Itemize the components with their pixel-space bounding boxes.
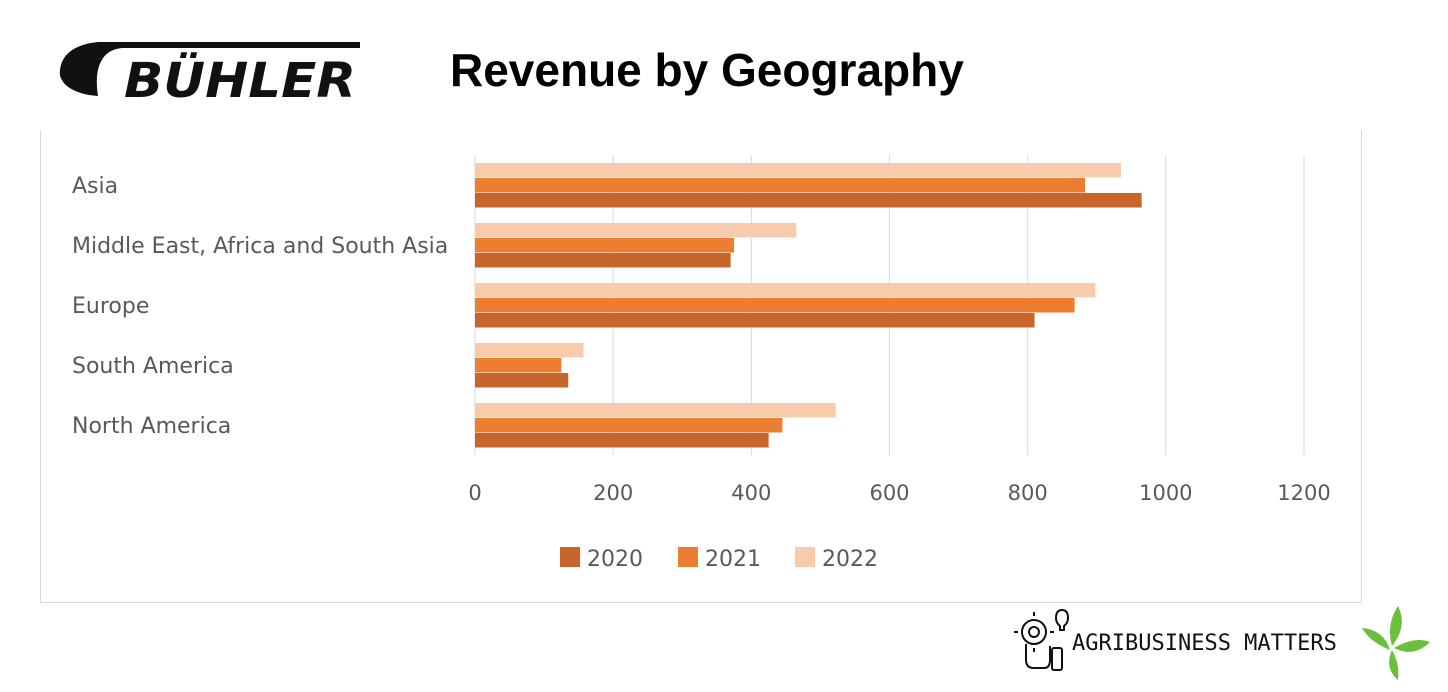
logo-swoosh xyxy=(59,42,360,96)
legend-label: 2021 xyxy=(705,547,761,572)
hand-gear-icon xyxy=(1014,608,1070,671)
bar-2021-0 xyxy=(475,178,1086,193)
x-tick-label: 1000 xyxy=(1139,481,1192,505)
bar-2020-1 xyxy=(475,253,731,268)
bar-2022-0 xyxy=(475,163,1121,178)
x-tick-label: 800 xyxy=(1008,481,1048,505)
x-tick-label: 400 xyxy=(731,481,771,505)
bar-2022-3 xyxy=(475,343,584,358)
bar-2022-4 xyxy=(475,403,836,418)
bar-2020-2 xyxy=(475,313,1035,328)
x-tick-label: 1200 xyxy=(1277,481,1330,505)
logo-wordmark: BÜHLER xyxy=(124,52,356,102)
bar-2021-1 xyxy=(475,238,735,253)
category-label: North America xyxy=(72,414,231,439)
bar-2021-2 xyxy=(475,298,1075,313)
category-label: South America xyxy=(72,354,234,379)
x-tick-label: 0 xyxy=(468,481,481,505)
legend-label: 2022 xyxy=(822,547,878,572)
category-label: Europe xyxy=(72,294,149,319)
bar-2021-3 xyxy=(475,358,562,373)
legend-swatch-2020 xyxy=(560,547,580,567)
bar-2021-4 xyxy=(475,418,783,433)
category-label: Middle East, Africa and South Asia xyxy=(72,234,448,259)
chart-frame xyxy=(40,130,1362,603)
legend-label: 2020 xyxy=(587,547,643,572)
category-label: Asia xyxy=(72,174,118,199)
bar-2020-4 xyxy=(475,433,769,448)
legend-swatch-2021 xyxy=(678,547,698,567)
buhler-logo: BÜHLER xyxy=(59,42,360,102)
footer-brand xyxy=(1014,606,1430,680)
bar-2020-3 xyxy=(475,373,569,388)
page-title: Revenue by Geography xyxy=(450,44,964,96)
footer-brand-text: AGRIBUSINESS MATTERS xyxy=(1072,631,1337,656)
bar-2022-2 xyxy=(475,283,1096,298)
bar-2022-1 xyxy=(475,223,797,238)
x-tick-label: 600 xyxy=(869,481,909,505)
legend-swatch-2022 xyxy=(795,547,815,567)
leaf-icon xyxy=(1362,606,1430,680)
bar-2020-0 xyxy=(475,193,1142,208)
x-tick-label: 200 xyxy=(593,481,633,505)
